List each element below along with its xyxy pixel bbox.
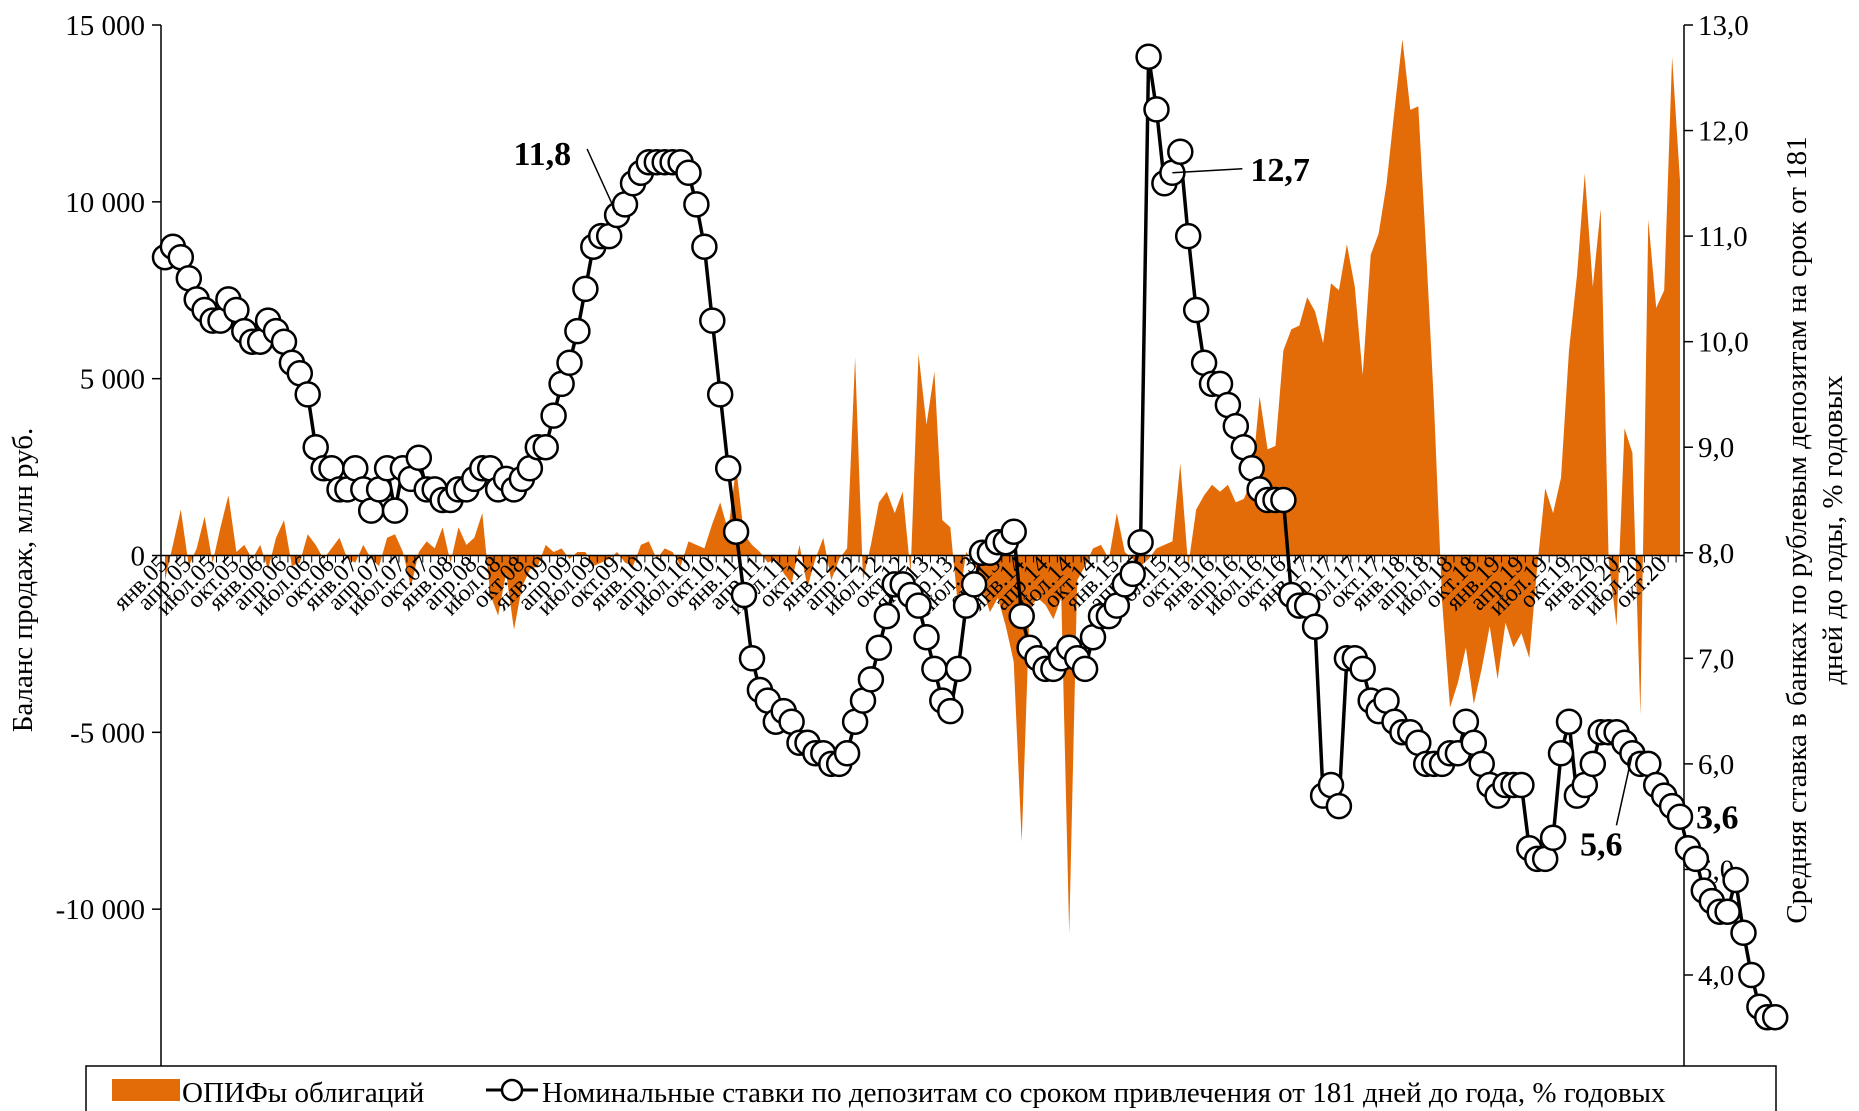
deposit-rate-point <box>1270 486 1297 514</box>
annotation-leader <box>1615 753 1634 826</box>
legend-swatch-opif <box>112 1079 180 1101</box>
right-axis-title-line1: Средняя ставка в банках по рублевым депо… <box>1781 136 1813 923</box>
right-axis-title-line2: дней до годы, % годовых <box>1817 375 1849 685</box>
deposit-rate-point <box>1666 803 1694 830</box>
left-tick-label: 0 <box>131 541 146 573</box>
left-tick-label: -10 000 <box>56 894 145 926</box>
deposit-rate-point <box>1349 655 1376 683</box>
deposit-rate-point <box>1761 1003 1789 1031</box>
left-axis-title: Баланс продаж, млн руб. <box>7 428 39 732</box>
deposit-rate-point <box>1555 708 1583 735</box>
deposit-rate-point <box>905 592 932 619</box>
deposit-rate-point <box>738 645 766 672</box>
deposit-rate-point <box>1325 792 1353 820</box>
deposit-rate-point <box>572 275 599 303</box>
deposit-rate-point <box>921 655 948 683</box>
deposit-rate-point <box>1682 845 1710 873</box>
deposit-rate-point <box>1008 602 1035 630</box>
deposit-rate-point <box>1000 518 1027 545</box>
deposit-rate-point <box>1182 296 1210 324</box>
right-tick-label: 7,0 <box>1698 643 1734 675</box>
deposit-rate-point <box>1301 613 1329 640</box>
deposit-rate-point <box>556 349 583 377</box>
annotations: 11,8 12,7 5,6 3,6 <box>513 136 1738 863</box>
deposit-rate-point <box>405 444 433 472</box>
annotation-leader <box>586 148 618 216</box>
deposit-rate-point <box>564 317 591 345</box>
legend-label-rate: Номинальные ставки по депозитам со сроко… <box>542 1077 1666 1109</box>
deposit-rate-point <box>1071 655 1099 683</box>
left-tick-label: 15 000 <box>65 10 145 42</box>
right-tick-label: 11,0 <box>1698 221 1748 253</box>
opif-area <box>164 39 1681 934</box>
annotation-leader <box>1172 168 1243 174</box>
annotation-label: 11,8 <box>513 136 571 173</box>
right-tick-label: 8,0 <box>1698 538 1734 570</box>
series-opif-area <box>164 39 1681 934</box>
left-tick-label: -5 000 <box>70 717 145 749</box>
deposit-rate-point <box>1539 824 1567 852</box>
legend-box <box>85 1065 1777 1111</box>
deposit-rate-point <box>1579 750 1607 778</box>
deposit-rate-point <box>913 623 940 651</box>
deposit-rate-point <box>675 159 702 187</box>
deposit-rate-point <box>532 433 559 461</box>
annotation-label: 3,6 <box>1696 800 1739 837</box>
right-tick-label: 13,0 <box>1698 10 1749 42</box>
deposit-rate-point <box>706 381 734 408</box>
deposit-rate-point <box>1143 96 1170 123</box>
deposit-rate-point <box>730 581 758 609</box>
deposit-rate-point <box>873 602 901 630</box>
deposit-rate-point <box>1714 898 1741 925</box>
deposit-rate-point <box>1174 222 1202 250</box>
deposit-rate-point <box>722 518 750 545</box>
deposit-rate-point <box>944 655 972 683</box>
deposit-rate-point <box>1508 771 1535 799</box>
deposit-rate-point <box>691 233 718 260</box>
left-tick-label: 5 000 <box>80 364 145 396</box>
deposit-rate-point <box>1547 740 1575 767</box>
deposit-rate-point <box>1730 919 1757 947</box>
annotation-label: 12,7 <box>1250 152 1310 189</box>
deposit-rate-point <box>294 381 321 408</box>
deposit-rate-point <box>833 740 861 767</box>
deposit-rate-point <box>683 191 710 218</box>
left-tick-label: 10 000 <box>65 187 145 219</box>
right-tick-label: 12,0 <box>1698 116 1749 148</box>
right-tick-label: 6,0 <box>1698 749 1734 781</box>
deposit-rate-point <box>865 634 893 662</box>
deposit-rate-point <box>1167 138 1194 165</box>
deposit-rate-point <box>1135 43 1162 70</box>
legend: ОПИФы облигаций Номинальные ставки по де… <box>85 1065 1777 1111</box>
right-tick-label: 9,0 <box>1698 432 1734 464</box>
legend-label-opif: ОПИФы облигаций <box>182 1077 424 1109</box>
legend-swatch-marker <box>500 1078 524 1102</box>
deposit-rate-point <box>1738 961 1765 989</box>
deposit-rate-point <box>540 402 567 429</box>
annotation-label: 5,6 <box>1580 826 1623 863</box>
deposit-rate-point <box>1127 528 1154 556</box>
right-tick-label: 10,0 <box>1698 327 1749 359</box>
deposit-rate-point <box>1722 866 1749 894</box>
deposit-rate-point <box>960 571 988 598</box>
deposit-rate-line <box>163 54 1776 1019</box>
series-deposit-rate <box>151 43 1789 1031</box>
deposit-rate-point <box>714 455 742 482</box>
deposit-rate-point <box>857 666 885 693</box>
right-tick-label: 4,0 <box>1698 960 1734 992</box>
deposit-rate-point <box>1119 560 1146 588</box>
deposit-rate-point <box>699 307 726 334</box>
deposit-rate-point <box>937 697 964 725</box>
deposit-rate-point <box>381 497 409 524</box>
